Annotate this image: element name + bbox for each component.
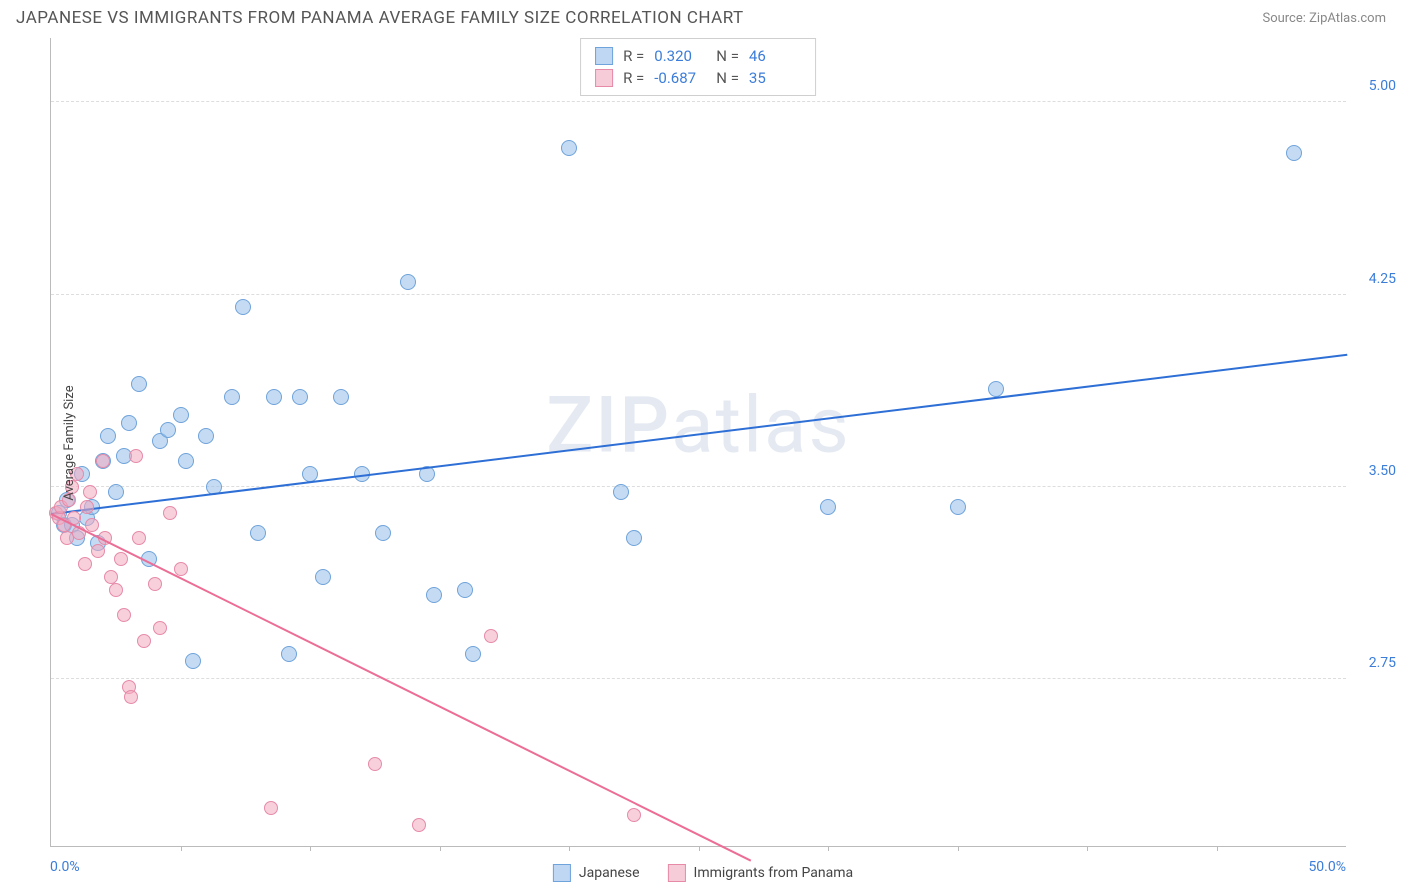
data-point-panama — [80, 500, 94, 514]
data-point-japanese — [281, 646, 297, 662]
data-point-panama — [124, 690, 138, 704]
data-point-panama — [484, 629, 498, 643]
data-point-japanese — [100, 428, 116, 444]
data-point-panama — [137, 634, 151, 648]
swatch-panama — [595, 69, 613, 87]
data-point-japanese — [108, 484, 124, 500]
data-point-japanese — [1286, 145, 1302, 161]
data-point-panama — [114, 552, 128, 566]
data-point-panama — [117, 608, 131, 622]
x-tick — [958, 846, 959, 851]
data-point-japanese — [266, 389, 282, 405]
data-point-japanese — [613, 484, 629, 500]
legend-label-japanese: Japanese — [579, 865, 640, 881]
data-point-japanese — [457, 582, 473, 598]
data-point-japanese — [950, 499, 966, 515]
stats-row-panama: R = -0.687 N = 35 — [595, 67, 801, 89]
data-point-japanese — [250, 525, 266, 541]
chart-container: ZIPatlas 2.753.504.255.00 Average Family… — [50, 38, 1346, 847]
source-label: Source: ZipAtlas.com — [1262, 11, 1386, 26]
y-tick-label: 5.00 — [1351, 78, 1396, 94]
bottom-legend: Japanese Immigrants from Panama — [553, 864, 853, 882]
legend-label-panama: Immigrants from Panama — [694, 865, 854, 881]
data-point-panama — [96, 454, 110, 468]
x-tick — [1217, 846, 1218, 851]
data-point-japanese — [465, 646, 481, 662]
data-point-panama — [129, 449, 143, 463]
x-tick — [828, 846, 829, 851]
stats-row-japanese: R = 0.320 N = 46 — [595, 45, 801, 67]
data-point-panama — [264, 801, 278, 815]
x-tick — [699, 846, 700, 851]
y-tick-label: 2.75 — [1351, 655, 1396, 671]
data-point-japanese — [315, 569, 331, 585]
data-point-japanese — [292, 389, 308, 405]
data-point-panama — [163, 506, 177, 520]
gridline — [51, 101, 1346, 102]
data-point-panama — [109, 583, 123, 597]
trend-line-panama — [51, 513, 752, 862]
data-point-japanese — [121, 415, 137, 431]
swatch-panama-icon — [668, 864, 686, 882]
gridline — [51, 678, 1346, 679]
swatch-japanese — [595, 47, 613, 65]
gridline — [51, 486, 1346, 487]
data-point-japanese — [400, 274, 416, 290]
data-point-japanese — [185, 653, 201, 669]
x-tick — [181, 846, 182, 851]
stats-box: R = 0.320 N = 46 R = -0.687 N = 35 — [580, 38, 816, 96]
data-point-japanese — [131, 376, 147, 392]
data-point-panama — [91, 544, 105, 558]
chart-title: JAPANESE VS IMMIGRANTS FROM PANAMA AVERA… — [16, 8, 744, 28]
trend-line-japanese — [51, 354, 1347, 515]
x-axis-max-label: 50.0% — [1308, 859, 1346, 875]
data-point-japanese — [820, 499, 836, 515]
legend-item-panama: Immigrants from Panama — [668, 864, 854, 882]
data-point-panama — [78, 557, 92, 571]
data-point-japanese — [626, 530, 642, 546]
data-point-japanese — [375, 525, 391, 541]
legend-item-japanese: Japanese — [553, 864, 640, 882]
y-axis-title: Average Family Size — [62, 385, 77, 500]
data-point-japanese — [224, 389, 240, 405]
data-point-japanese — [235, 299, 251, 315]
data-point-japanese — [173, 407, 189, 423]
data-point-japanese — [426, 587, 442, 603]
header: JAPANESE VS IMMIGRANTS FROM PANAMA AVERA… — [0, 0, 1406, 32]
x-axis-min-label: 0.0% — [50, 859, 80, 875]
swatch-japanese-icon — [553, 864, 571, 882]
data-point-panama — [627, 808, 641, 822]
y-tick-label: 3.50 — [1351, 463, 1396, 479]
data-point-panama — [368, 757, 382, 771]
plot-area: ZIPatlas 2.753.504.255.00 — [50, 38, 1346, 847]
data-point-panama — [148, 577, 162, 591]
data-point-japanese — [198, 428, 214, 444]
y-tick-label: 4.25 — [1351, 271, 1396, 287]
data-point-japanese — [988, 381, 1004, 397]
watermark: ZIPatlas — [546, 380, 851, 471]
x-tick — [569, 846, 570, 851]
x-tick — [1087, 846, 1088, 851]
data-point-japanese — [160, 422, 176, 438]
data-point-panama — [412, 818, 426, 832]
data-point-japanese — [178, 453, 194, 469]
data-point-panama — [60, 531, 74, 545]
data-point-panama — [153, 621, 167, 635]
data-point-japanese — [561, 140, 577, 156]
x-tick — [440, 846, 441, 851]
gridline — [51, 294, 1346, 295]
data-point-panama — [83, 485, 97, 499]
x-tick — [310, 846, 311, 851]
data-point-japanese — [333, 389, 349, 405]
data-point-panama — [132, 531, 146, 545]
